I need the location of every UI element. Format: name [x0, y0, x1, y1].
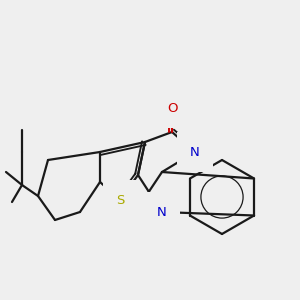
Text: N: N — [157, 206, 167, 218]
Text: S: S — [116, 194, 124, 206]
Text: N: N — [190, 146, 200, 158]
Text: O: O — [167, 101, 177, 115]
